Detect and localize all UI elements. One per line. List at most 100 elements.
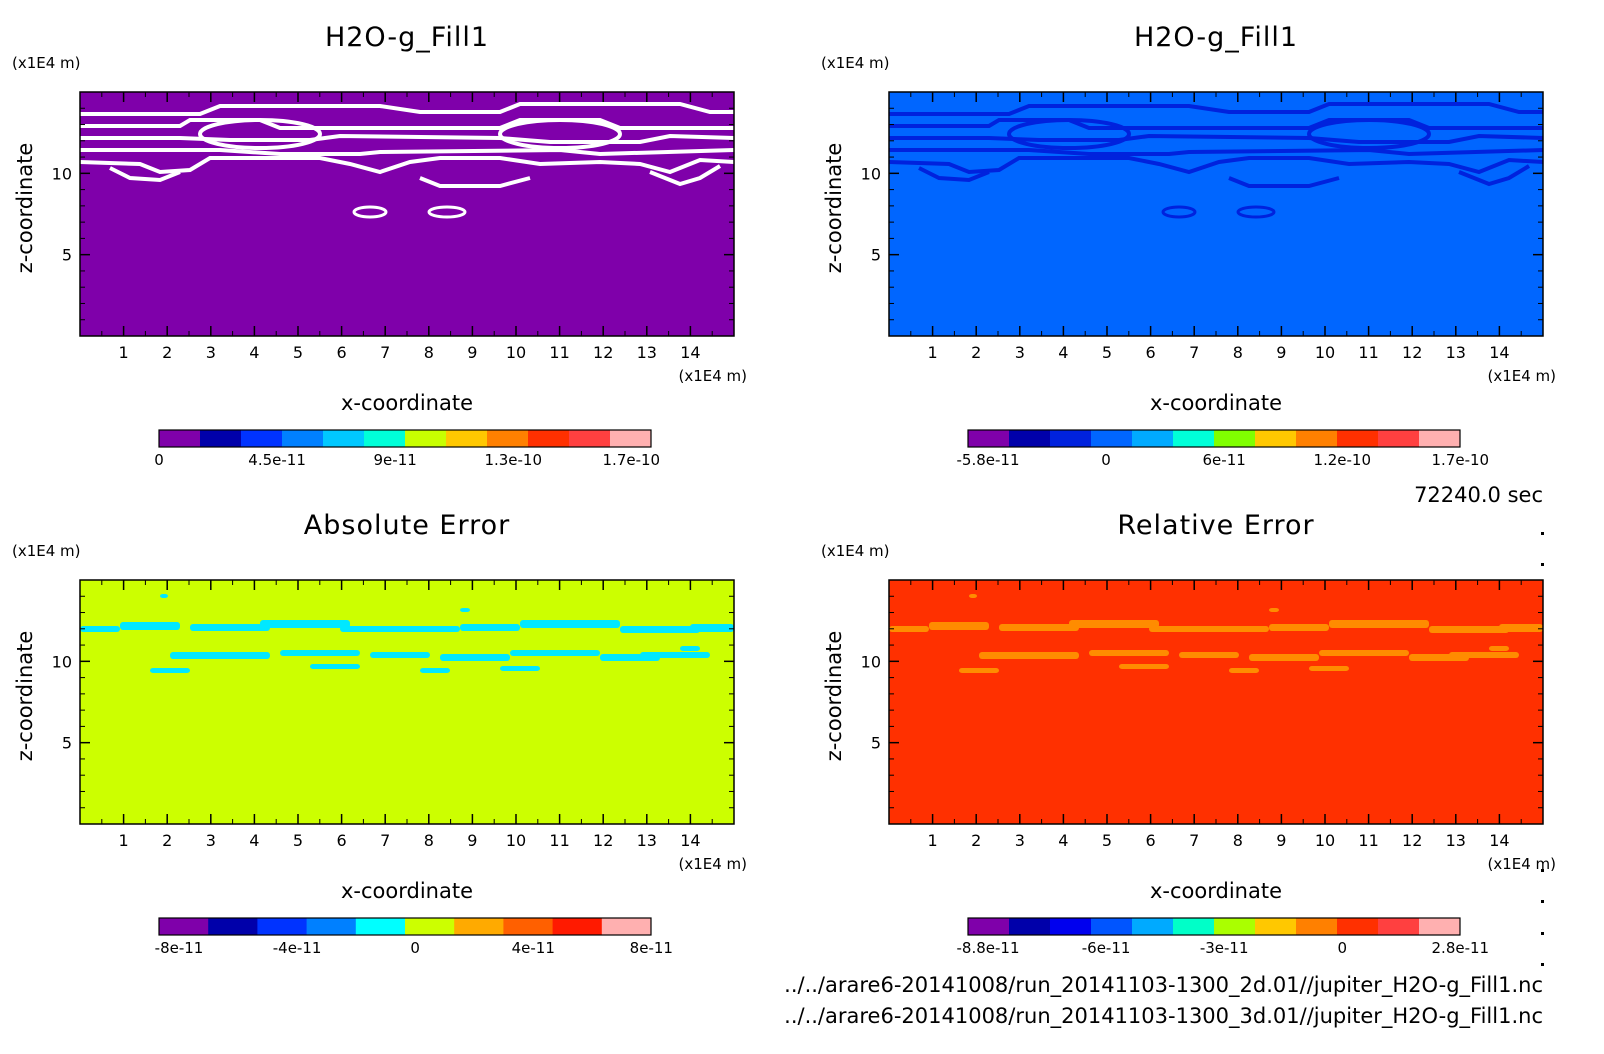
x-tick-label: 2 — [162, 831, 172, 850]
x-tick-label: 13 — [1446, 831, 1466, 850]
error-patch — [80, 626, 120, 632]
colorbar-swatch — [355, 918, 406, 935]
error-patch — [1309, 666, 1349, 671]
error-patch — [1069, 620, 1159, 628]
error-patch — [959, 668, 999, 673]
colorbar-swatch — [1091, 430, 1133, 447]
colorbar-swatch — [1132, 918, 1174, 935]
error-patch — [1149, 626, 1269, 632]
x-tick-label: 11 — [549, 343, 569, 362]
contour-ring — [1307, 118, 1431, 150]
colorbar-frame — [967, 917, 1461, 936]
x-tick-label: 3 — [206, 831, 216, 850]
file-path-2d: ../../arare6-20141008/run_20141103-1300_… — [784, 973, 1543, 998]
z-unit-label: (x1E4 m) — [12, 542, 81, 560]
colorbar-swatch — [1173, 430, 1215, 447]
error-patch — [889, 626, 929, 632]
x-tick-label: 3 — [206, 343, 216, 362]
z-unit-label: (x1E4 m) — [821, 542, 890, 560]
colorbar-swatch — [1378, 918, 1420, 935]
colorbar-label: 9e-11 — [374, 451, 417, 469]
x-tick-label: 8 — [424, 343, 434, 362]
x-tick-label: 6 — [1146, 831, 1156, 850]
x-tick-label: 4 — [1058, 343, 1068, 362]
x-tick-label: 11 — [1358, 343, 1378, 362]
z-tick-label: 10 — [52, 652, 72, 671]
x-tick-label: 1 — [119, 343, 129, 362]
colorbar-swatch — [446, 430, 488, 447]
x-tick-label: 13 — [637, 831, 657, 850]
x-tick-label: 10 — [506, 343, 526, 362]
error-patch — [1329, 620, 1429, 628]
colorbar-swatch — [1337, 918, 1379, 935]
colorbar-swatch — [200, 430, 242, 447]
colorbar-swatch — [1050, 430, 1092, 447]
colorbar-frame — [158, 429, 652, 448]
colorbar-swatch — [968, 430, 1010, 447]
colorbar-swatch — [208, 918, 258, 935]
contour-line — [79, 156, 735, 175]
colorbar-label: 0 — [1101, 451, 1111, 469]
colorbar: -8.8e-11 -6e-11 -3e-11 0 2.8e-11 — [957, 917, 1490, 957]
colorbar-label: 1.2e-10 — [1313, 451, 1371, 469]
contour-line — [889, 102, 1543, 116]
x-tick-label: 7 — [380, 343, 390, 362]
error-patch — [969, 594, 977, 598]
panel-title: H2O-g_Fill1 — [1134, 22, 1298, 53]
error-patch — [280, 650, 360, 656]
colorbar-swatch — [1337, 430, 1379, 447]
contour-line — [109, 166, 181, 183]
x-axis-label: x-coordinate — [341, 879, 473, 903]
error-patch — [1499, 624, 1543, 632]
colorbar-swatch — [241, 430, 283, 447]
colorbar-swatch — [528, 430, 570, 447]
colorbar-label: 2.8e-11 — [1432, 939, 1490, 957]
error-patch — [510, 650, 600, 656]
x-tick-label: 14 — [1489, 343, 1509, 362]
error-patch — [310, 664, 360, 669]
colorbar-label: 1.7e-10 — [603, 451, 661, 469]
error-patch — [170, 652, 270, 659]
x-tick-label: 1 — [119, 831, 129, 850]
x-tick-label: 5 — [1102, 343, 1112, 362]
colorbar-swatch — [968, 918, 1010, 935]
x-tick-label: 6 — [337, 831, 347, 850]
colorbar-label: -3e-11 — [1200, 939, 1249, 957]
z-axis-label: z-coordinate — [822, 143, 846, 274]
panel-relative-error: Relative Error(x1E4 m)1 2 3 4 5 6 7 8 9 10 11 12 13 1… — [821, 510, 1556, 957]
z-axis: 5 10 — [52, 595, 734, 809]
file-path-3d: ../../arare6-20141008/run_20141103-1300_… — [784, 1004, 1543, 1029]
z-tick-label: 10 — [52, 164, 72, 183]
colorbar-swatch — [610, 430, 652, 447]
colorbar-swatch — [282, 430, 324, 447]
contour-line — [419, 176, 531, 188]
colorbar: -5.8e-11 0 6e-11 1.2e-10 1.7e-10 — [957, 429, 1489, 469]
contour-line — [80, 147, 735, 157]
colorbar-swatch — [1378, 430, 1420, 447]
contour-ring — [498, 118, 622, 150]
error-patch — [520, 620, 620, 628]
x-tick-label: 6 — [1146, 343, 1156, 362]
colorbar-swatch — [306, 918, 357, 935]
error-patch — [999, 624, 1079, 631]
x-tick-label: 7 — [1189, 343, 1199, 362]
error-patch — [260, 620, 350, 628]
error-patch — [979, 652, 1079, 659]
x-tick-label: 1 — [928, 343, 938, 362]
colorbar-label: -8e-11 — [155, 939, 204, 957]
error-patch — [680, 646, 700, 651]
x-tick-label: 4 — [1058, 831, 1068, 850]
x-tick-label: 6 — [337, 343, 347, 362]
x-unit-label: (x1E4 m) — [678, 855, 747, 873]
x-tick-label: 5 — [293, 343, 303, 362]
z-tick-label: 10 — [861, 164, 881, 183]
plot-background — [889, 580, 1543, 824]
x-tick-label: 12 — [1402, 831, 1422, 850]
colorbar: -8e-11 -4e-11 0 4e-11 8e-11 — [155, 917, 673, 957]
contour-spot — [1161, 205, 1197, 219]
contour-line — [889, 118, 1543, 130]
z-unit-label: (x1E4 m) — [12, 54, 81, 72]
error-patch — [640, 652, 710, 658]
panel-title: Absolute Error — [304, 510, 510, 541]
